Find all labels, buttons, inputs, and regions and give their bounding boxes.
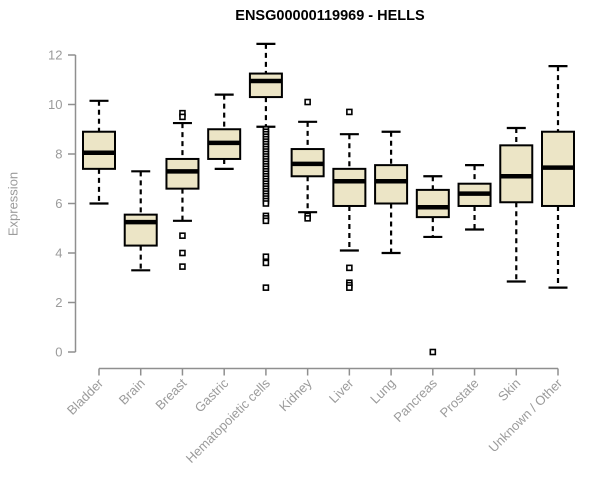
outlier-hematopoietic-cells (262, 259, 270, 267)
outlier-liver (346, 264, 353, 272)
outlier-liver (346, 108, 353, 116)
outlier-breast (179, 263, 186, 270)
outlier-hematopoietic-cells (262, 284, 270, 291)
x-category-label: Breast (152, 375, 189, 412)
outlier-breast (179, 249, 186, 257)
x-category-label: Bladder (64, 375, 107, 418)
y-tick-label: 12 (48, 48, 62, 63)
outlier-kidney (304, 98, 311, 106)
outlier-hematopoietic-cells (262, 217, 270, 225)
y-tick-label: 6 (55, 196, 62, 211)
box-pancreas (415, 188, 450, 219)
x-category-label: Skin (495, 376, 523, 404)
y-tick-label: 2 (55, 295, 62, 310)
y-tick-label: 10 (48, 97, 62, 112)
x-category-label: Gastric (192, 375, 232, 415)
outlier-hematopoietic-cells (262, 200, 270, 207)
outlier-hematopoietic-cells (262, 253, 270, 261)
y-axis-title: Expression (5, 171, 21, 237)
y-tick-label: 4 (55, 246, 62, 261)
outlier-breast (179, 232, 186, 239)
box-skin (499, 144, 534, 204)
outlier-kidney (304, 215, 311, 222)
chart-title: ENSG00000119969 - HELLS (235, 8, 425, 24)
y-tick-label: 8 (55, 147, 62, 162)
x-category-label: Unknown / Other (486, 375, 566, 455)
x-category-label: Pancreas (390, 375, 440, 425)
outlier-liver (346, 284, 353, 291)
x-category-label: Brain (116, 376, 148, 408)
outlier-pancreas (429, 348, 437, 356)
x-category-label: Liver (326, 375, 357, 406)
x-category-label: Kidney (276, 375, 315, 414)
x-category-label: Lung (367, 376, 398, 407)
box-liver (332, 167, 367, 207)
box-bladder (82, 130, 116, 170)
y-tick-label: 0 (55, 345, 62, 360)
outlier-breast (179, 113, 186, 121)
box-brain (123, 213, 158, 247)
box-hematopoietic-cells (248, 72, 283, 99)
box-breast (165, 157, 200, 190)
box-lung (374, 164, 409, 205)
x-category-label: Prostate (437, 376, 482, 421)
